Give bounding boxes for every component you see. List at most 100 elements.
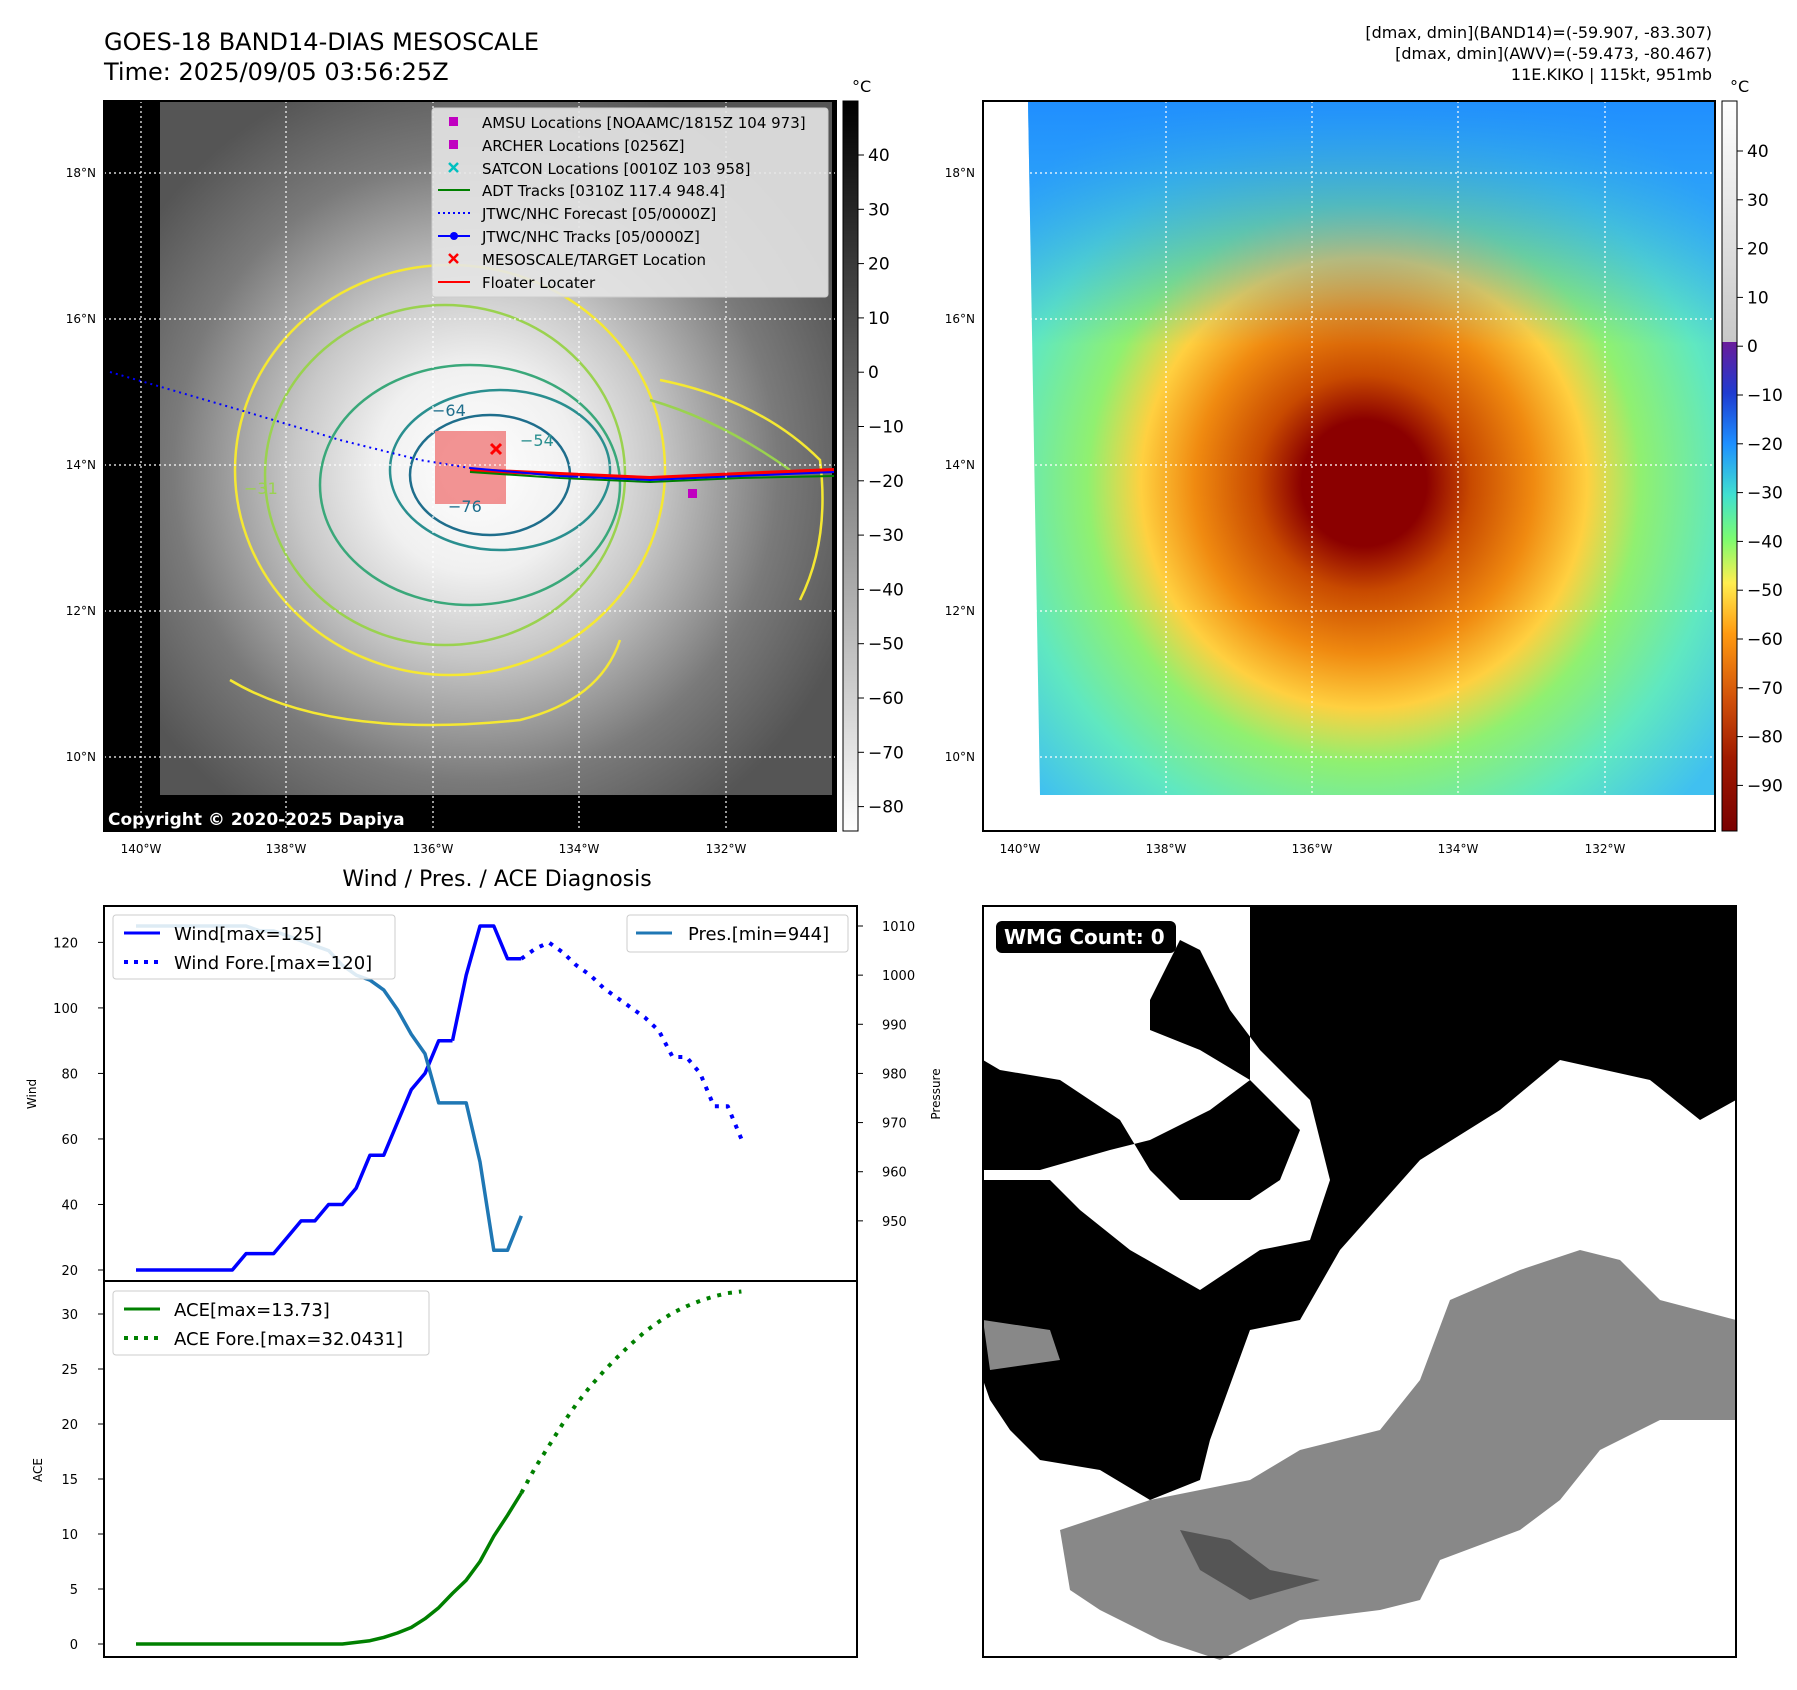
contour-label-76: −76 bbox=[448, 497, 482, 516]
ir-colorbar-tick-label: −40 bbox=[868, 580, 904, 600]
ir-map-lat-label: 14°N bbox=[66, 458, 96, 472]
color-colorbar-tick-label: −70 bbox=[1747, 679, 1783, 699]
ace-chart: ACE 0 5 10 15 20 25 30 ACE[max=13.73] ACE Fore… bbox=[31, 1280, 858, 1658]
ir-colorbar-bar bbox=[842, 100, 859, 832]
wind-tick-label: 100 bbox=[53, 1002, 78, 1017]
info-line1: [dmax, dmin](BAND14)=(-59.907, -83.307) bbox=[1365, 23, 1712, 42]
ace-legend-box bbox=[112, 1290, 430, 1356]
title-line2: Time: 2025/09/05 03:56:25Z bbox=[103, 58, 449, 86]
color-map-border bbox=[982, 100, 1716, 832]
ace-tick-label: 25 bbox=[61, 1363, 78, 1378]
color-map-lon-label: 138°W bbox=[1146, 842, 1187, 856]
ir-colorbar-tick-label: −50 bbox=[868, 635, 904, 655]
legend-target-marker bbox=[448, 253, 459, 264]
ace-tick-label: 30 bbox=[61, 1308, 78, 1323]
legend-target-label: MESOSCALE/TARGET Location bbox=[482, 251, 706, 269]
ace-legend-label: ACE[max=13.73] bbox=[174, 1300, 330, 1321]
contour-yellow-band-south bbox=[229, 639, 622, 727]
ir-colorbar-unit: °C bbox=[852, 77, 871, 96]
wmg-count-label: WMG Count: 0 bbox=[1004, 925, 1165, 949]
map-axis-labels: 18°N 18°N 16°N 16°N 14°N 14°N 12°N 12°N 10°N 10°N… bbox=[66, 166, 1626, 856]
legend-amsu-label: AMSU Locations [NOAAMC/1815Z 104 973] bbox=[482, 114, 806, 132]
wmg-gray-patch-west bbox=[983, 1320, 1060, 1370]
wmg-black-region bbox=[983, 906, 1736, 1500]
pressure-legend-label: Pres.[min=944] bbox=[688, 924, 829, 945]
legend-jtwc-dot bbox=[450, 232, 458, 240]
ir-colorbar-tick-label: 40 bbox=[868, 146, 890, 166]
pressure-legend-box bbox=[626, 914, 849, 953]
pressure-tick-label: 970 bbox=[882, 1117, 907, 1132]
amsu-location-marker bbox=[688, 489, 697, 498]
ir-map-lon-label: 140°W bbox=[121, 842, 162, 856]
pressure-tick-label: 990 bbox=[882, 1018, 907, 1033]
color-colorbar-tick-label: 20 bbox=[1747, 240, 1769, 260]
pressure-tick-label: 950 bbox=[882, 1215, 907, 1230]
legend-box bbox=[431, 107, 829, 298]
color-map-lon-label: 140°W bbox=[1000, 842, 1041, 856]
pressure-axis-label: Pressure bbox=[929, 1068, 943, 1119]
color-map-lat-label: 16°N bbox=[945, 312, 975, 326]
ir-map-lon-label: 138°W bbox=[266, 842, 307, 856]
ir-map-lon-label: 134°W bbox=[559, 842, 600, 856]
color-map-panel bbox=[982, 100, 1716, 832]
color-colorbar-tick-label: 40 bbox=[1747, 142, 1769, 162]
pressure-tick-label: 980 bbox=[882, 1067, 907, 1082]
title-line1: GOES-18 BAND14-DIAS MESOSCALE bbox=[104, 28, 539, 56]
ir-colorbar-tick-label: 0 bbox=[868, 363, 879, 383]
color-colorbar-tick-label: 10 bbox=[1747, 288, 1769, 308]
ace-tick-label: 10 bbox=[61, 1528, 78, 1543]
ir-colorbar-tick-label: −20 bbox=[868, 472, 904, 492]
wind-tick-label: 40 bbox=[61, 1198, 78, 1213]
ir-map-panel: −64 −54 −31 −76 Copyright © 2020-2025 Da… bbox=[103, 100, 837, 832]
wind-axis-ticks: 20 40 60 80 100 120 bbox=[53, 936, 104, 1279]
color-map-lon-label: 136°W bbox=[1292, 842, 1333, 856]
ir-colorbar-tick-label: 30 bbox=[868, 200, 890, 220]
pressure-tick-label: 1000 bbox=[882, 969, 915, 984]
color-cloud-top-tint bbox=[1028, 102, 1714, 795]
wind-legend-label: Wind[max=125] bbox=[174, 924, 322, 945]
info-line3: 11E.KIKO | 115kt, 951mb bbox=[1511, 65, 1712, 84]
ace-tick-label: 15 bbox=[61, 1473, 78, 1488]
ace-tick-label: 20 bbox=[61, 1418, 78, 1433]
ace-chart-series bbox=[136, 1289, 742, 1646]
wind-legend: Wind[max=125] Wind Fore.[max=120] bbox=[112, 914, 396, 980]
ace-tick-label: 0 bbox=[70, 1638, 78, 1653]
wind-series-line-1 bbox=[450, 924, 522, 1042]
legend-satcon-marker bbox=[448, 162, 459, 173]
info-line2: [dmax, dmin](AWV)=(-59.473, -80.467) bbox=[1395, 44, 1712, 63]
legend-floater-label: Floater Locater bbox=[482, 274, 596, 292]
color-colorbar-bar bbox=[1721, 100, 1738, 832]
wind-pressure-chart: Wind Pressure 20 40 60 80 100 120 950 960 970 98… bbox=[25, 905, 943, 1282]
wmg-frame bbox=[982, 905, 1737, 1658]
legend-satcon-label: SATCON Locations [0010Z 103 958] bbox=[482, 160, 750, 178]
ir-colorbar-tick-label: 10 bbox=[868, 309, 890, 329]
wind-tick-label: 60 bbox=[61, 1133, 78, 1148]
adt-track bbox=[469, 471, 835, 484]
wind-tick-label: 120 bbox=[53, 936, 78, 951]
color-colorbar-ticks: 40 30 20 10 0 −10 −20 −30 −40 −50 −60 −70 −80 −90 bbox=[1737, 142, 1783, 796]
wind-legend-box bbox=[112, 914, 396, 980]
ace-axis-ticks: 0 5 10 15 20 25 30 bbox=[61, 1308, 104, 1653]
ir-colorbar-ticks: 40 30 20 10 0 −10 −20 −30 −40 −50 −60 −70 −80 bbox=[858, 146, 904, 818]
contour-yellow-band-east bbox=[659, 378, 824, 601]
color-colorbar: °C 40 30 20 10 0 −10 −20 −30 −40 −50 −60 −70 −80 −90 bbox=[1721, 77, 1783, 832]
color-map-lat-label: 12°N bbox=[945, 604, 975, 618]
color-colorbar-tick-label: −20 bbox=[1747, 435, 1783, 455]
ir-colorbar-tick-label: −80 bbox=[868, 798, 904, 818]
wind-tick-label: 80 bbox=[61, 1067, 78, 1082]
legend-archer-label: ARCHER Locations [0256Z] bbox=[482, 137, 685, 155]
color-colorbar-tick-label: 30 bbox=[1747, 191, 1769, 211]
ir-map-lat-label: 12°N bbox=[66, 604, 96, 618]
color-map-lon-label: 134°W bbox=[1438, 842, 1479, 856]
wmg-dark-gray-region bbox=[1180, 1530, 1320, 1600]
color-colorbar-tick-label: −30 bbox=[1747, 484, 1783, 504]
color-map-lon-label: 132°W bbox=[1585, 842, 1626, 856]
ir-colorbar-tick-label: 20 bbox=[868, 255, 890, 275]
target-location-marker bbox=[489, 442, 503, 456]
color-colorbar-tick-label: −50 bbox=[1747, 581, 1783, 601]
contour-label-31: −31 bbox=[244, 479, 278, 498]
legend-jtwc-label: JTWC/NHC Tracks [05/0000Z] bbox=[481, 228, 700, 246]
legend-archer-marker bbox=[449, 140, 458, 149]
color-map-lat-label: 18°N bbox=[945, 166, 975, 180]
